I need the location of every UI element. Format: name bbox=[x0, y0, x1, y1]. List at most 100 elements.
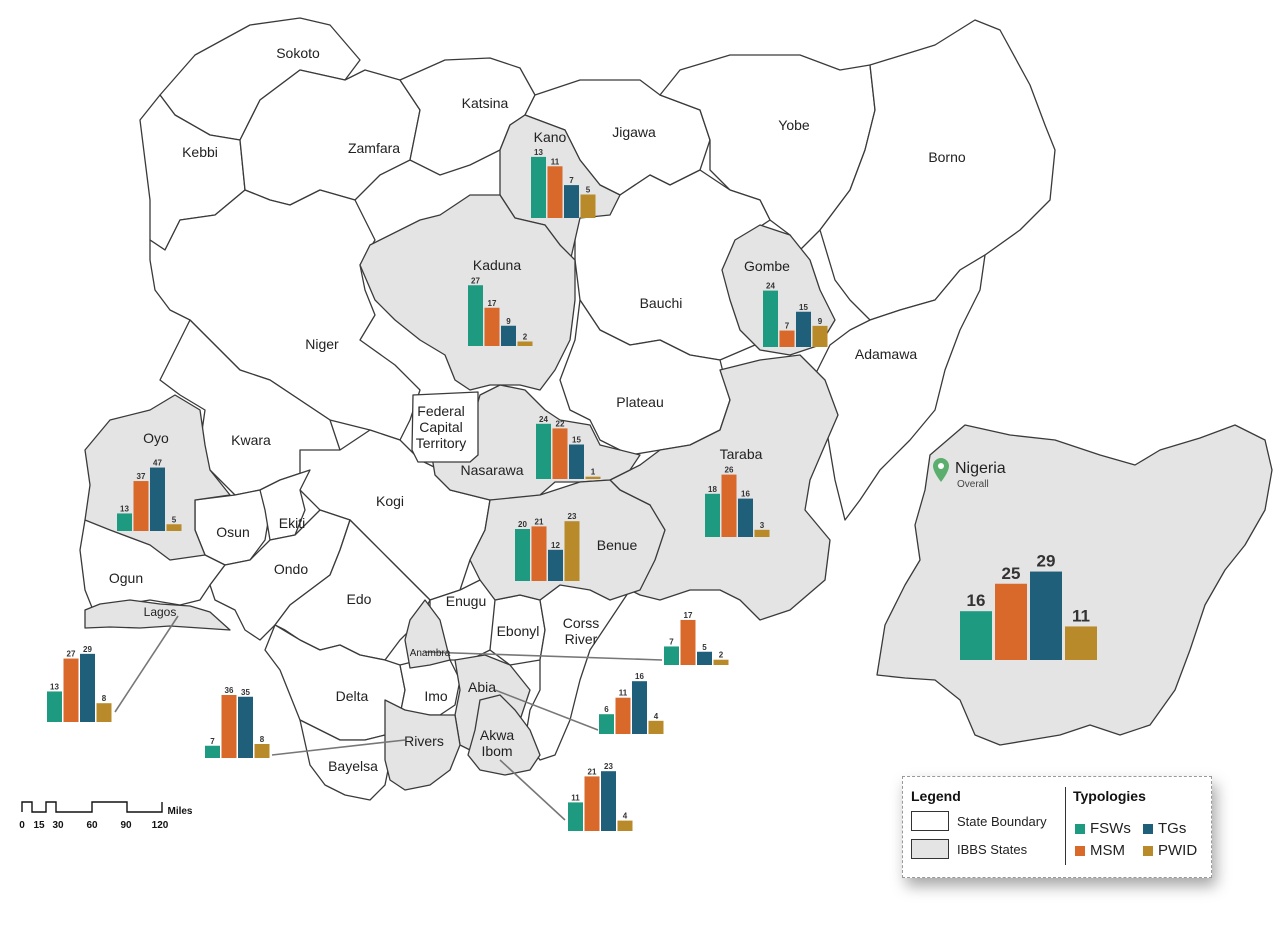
value-label-lagos-fsws: 13 bbox=[50, 682, 59, 691]
value-label-abia-tgs: 16 bbox=[635, 672, 644, 681]
value-label-oyo-pwid: 5 bbox=[172, 515, 177, 524]
legend-ibbs-states: IBBS States bbox=[911, 839, 1027, 859]
label-kogi: Kogi bbox=[376, 493, 404, 509]
bar-gombe-msm bbox=[779, 330, 795, 347]
bar-oyo-tgs bbox=[150, 467, 165, 531]
bar-kano-tgs bbox=[564, 185, 579, 218]
typology-fsw: FSWs bbox=[1075, 820, 1131, 837]
value-label-taraba-pwid: 3 bbox=[760, 521, 765, 530]
label-ondo: Ondo bbox=[274, 561, 308, 577]
bar-kaduna-msm bbox=[484, 307, 500, 346]
legend-label-ibbs: IBBS States bbox=[957, 841, 1028, 857]
bar-nasarawa-tgs bbox=[569, 444, 584, 479]
label-zamfara: Zamfara bbox=[348, 140, 400, 156]
value-label-abia-fsws: 6 bbox=[604, 705, 609, 714]
typology-msm-label: MSM bbox=[1090, 842, 1125, 859]
scale-tick-60: 60 bbox=[86, 820, 98, 831]
value-label-nigeria-tgs: 29 bbox=[1037, 552, 1056, 571]
label-ebonyi: Ebonyl bbox=[497, 623, 540, 639]
bar-benue-fsws bbox=[515, 529, 530, 581]
label-benue: Benue bbox=[597, 537, 638, 553]
bar-nigeria-msm bbox=[995, 583, 1027, 660]
bar-lagos-tgs bbox=[80, 653, 95, 722]
state-labels: Sokoto Katsina Kebbi Zamfara Kano Jigawa… bbox=[109, 45, 966, 774]
scale-bar: 0 15 30 60 90 120 Miles bbox=[19, 801, 193, 831]
value-label-kaduna-fsws: 27 bbox=[471, 276, 480, 285]
bar-lagos-msm bbox=[63, 658, 79, 722]
label-kebbi: Kebbi bbox=[182, 144, 218, 160]
label-gombe: Gombe bbox=[744, 258, 790, 274]
label-yobe: Yobe bbox=[778, 117, 810, 133]
bar-nigeria-pwid bbox=[1065, 626, 1097, 660]
value-label-kano-tgs: 7 bbox=[569, 176, 574, 185]
label-fct-1: Federal bbox=[417, 403, 464, 419]
legend-title: Legend bbox=[911, 788, 961, 804]
value-label-rivers-pwid: 8 bbox=[260, 735, 265, 744]
value-label-anambra-pwid: 2 bbox=[719, 651, 724, 660]
inset-country-name: Nigeria bbox=[955, 460, 1006, 477]
value-label-akwa-ibom-tgs: 23 bbox=[604, 762, 613, 771]
typology-pwid: PWID bbox=[1143, 842, 1197, 859]
swatch-pwid bbox=[1143, 845, 1153, 856]
scale-tick-90: 90 bbox=[120, 820, 132, 831]
label-plateau: Plateau bbox=[616, 394, 663, 410]
scale-unit: Miles bbox=[167, 806, 192, 817]
bar-akwa-ibom-msm bbox=[584, 776, 600, 831]
value-label-gombe-msm: 7 bbox=[785, 322, 790, 331]
label-anambra: Anambra bbox=[410, 648, 451, 659]
label-osun: Osun bbox=[216, 524, 249, 540]
label-kaduna: Kaduna bbox=[473, 257, 521, 273]
bar-taraba-pwid bbox=[754, 529, 770, 537]
bar-taraba-tgs bbox=[738, 498, 753, 537]
leader-lines bbox=[114, 615, 663, 821]
legend-state-boundary: State Boundary bbox=[911, 811, 1047, 831]
value-label-rivers-tgs: 35 bbox=[241, 688, 250, 697]
value-label-kano-fsws: 13 bbox=[534, 148, 543, 157]
scale-tick-30: 30 bbox=[52, 820, 64, 831]
bar-kano-fsws bbox=[531, 156, 546, 218]
scale-tick-0: 0 bbox=[19, 820, 25, 831]
value-label-taraba-fsws: 18 bbox=[708, 485, 717, 494]
label-ekiti: Ekiti bbox=[279, 515, 305, 531]
value-label-kano-pwid: 5 bbox=[586, 186, 591, 195]
legend-swatch-state-boundary bbox=[911, 811, 949, 831]
label-abia: Abia bbox=[468, 679, 496, 695]
bar-abia-tgs bbox=[632, 681, 647, 734]
bar-oyo-msm bbox=[133, 481, 149, 531]
inset-title: Nigeria Overall bbox=[933, 458, 1006, 490]
label-akwa-ibom-1: Akwa bbox=[480, 727, 514, 743]
value-label-benue-fsws: 20 bbox=[518, 520, 527, 529]
value-label-oyo-tgs: 47 bbox=[153, 459, 162, 468]
label-kwara: Kwara bbox=[231, 432, 271, 448]
bar-benue-pwid bbox=[564, 521, 580, 581]
label-edo: Edo bbox=[347, 591, 372, 607]
swatch-msm bbox=[1075, 845, 1085, 856]
value-label-kaduna-msm: 17 bbox=[488, 299, 497, 308]
label-bauchi: Bauchi bbox=[640, 295, 683, 311]
value-label-taraba-msm: 26 bbox=[725, 466, 734, 475]
label-bayelsa: Bayelsa bbox=[328, 758, 378, 774]
bar-nasarawa-msm bbox=[552, 428, 568, 479]
label-oyo: Oyo bbox=[143, 430, 169, 446]
value-label-nigeria-msm: 25 bbox=[1002, 564, 1021, 583]
value-label-abia-pwid: 4 bbox=[654, 712, 659, 721]
bar-taraba-msm bbox=[721, 474, 737, 537]
bar-nasarawa-fsws bbox=[536, 423, 551, 479]
value-label-nasarawa-fsws: 24 bbox=[539, 415, 548, 424]
label-borno: Borno bbox=[928, 149, 966, 165]
bar-kano-pwid bbox=[580, 194, 596, 218]
label-cross-river-2: River bbox=[565, 631, 598, 647]
bar-lagos-fsws bbox=[47, 691, 62, 722]
state-nasarawa bbox=[429, 384, 641, 501]
typology-fsw-label: FSWs bbox=[1090, 820, 1131, 837]
value-label-akwa-ibom-pwid: 4 bbox=[623, 812, 628, 821]
bar-benue-tgs bbox=[548, 549, 563, 581]
label-niger: Niger bbox=[305, 336, 339, 352]
inset-nigeria-outline bbox=[876, 424, 1273, 746]
label-taraba: Taraba bbox=[720, 446, 763, 462]
typologies-title: Typologies bbox=[1073, 788, 1146, 804]
bar-anambra-tgs bbox=[697, 651, 712, 665]
label-lagos: Lagos bbox=[144, 605, 177, 619]
legend-box: Legend State Boundary IBBS States Typolo… bbox=[902, 776, 1212, 878]
